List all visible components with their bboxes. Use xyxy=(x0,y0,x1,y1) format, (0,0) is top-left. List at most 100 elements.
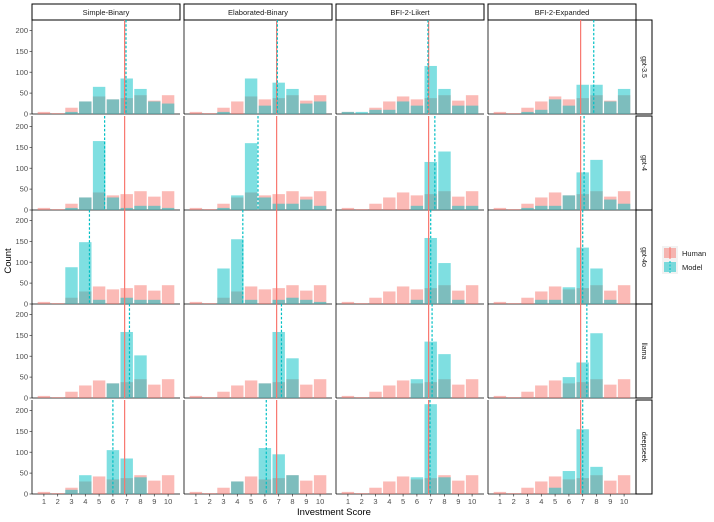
model-bar xyxy=(79,475,92,494)
model-bar xyxy=(313,101,327,114)
y-tick-label: 100 xyxy=(15,448,28,457)
x-tick-label: 4 xyxy=(83,497,87,506)
column-strip-label: BFI-2-Expanded xyxy=(535,8,590,17)
model-bar xyxy=(590,466,603,494)
model-bar xyxy=(562,195,576,210)
model-bar xyxy=(396,101,410,114)
human-bar xyxy=(51,209,64,210)
model-bar xyxy=(79,242,92,304)
human-bar xyxy=(92,476,106,494)
human-bar xyxy=(37,301,51,304)
model-bar xyxy=(617,88,631,114)
x-tick-label: 3 xyxy=(221,497,225,506)
y-tick-label: 50 xyxy=(20,185,28,194)
human-bar xyxy=(452,480,465,494)
model-bar xyxy=(106,383,120,398)
x-tick-label: 5 xyxy=(401,497,405,506)
model-bar xyxy=(452,105,465,114)
human-bar xyxy=(521,487,534,494)
model-bar xyxy=(452,299,465,304)
model-bar xyxy=(548,99,562,114)
y-tick-label: 0 xyxy=(24,394,28,403)
model-bar xyxy=(369,109,382,114)
human-bar xyxy=(341,491,355,494)
y-axis-title: Count xyxy=(3,248,14,274)
x-tick-label: 2 xyxy=(56,497,60,506)
human-bar xyxy=(120,194,133,210)
y-tick-label: 0 xyxy=(24,300,28,309)
model-bar xyxy=(465,105,479,114)
x-tick-label: 7 xyxy=(125,497,129,506)
y-tick-label: 200 xyxy=(15,406,28,415)
human-bar xyxy=(535,481,548,494)
human-bar xyxy=(341,301,355,304)
x-tick-label: 6 xyxy=(415,497,419,506)
human-bar xyxy=(535,385,548,398)
human-bar xyxy=(507,113,520,114)
x-tick-label: 5 xyxy=(97,497,101,506)
x-tick-label: 6 xyxy=(263,497,267,506)
model-bar xyxy=(65,267,78,304)
human-bar xyxy=(217,203,230,210)
human-bar xyxy=(313,475,327,494)
human-bar xyxy=(37,207,51,210)
row-strip xyxy=(635,399,653,495)
human-bar xyxy=(51,397,64,398)
human-bar xyxy=(465,285,479,304)
human-bar xyxy=(203,209,216,210)
model-bar xyxy=(383,109,396,114)
model-bar xyxy=(535,299,548,304)
human-bar xyxy=(341,207,355,210)
human-bar xyxy=(92,380,106,398)
human-bar xyxy=(244,380,258,398)
human-bar xyxy=(300,480,313,494)
model-bar xyxy=(134,205,147,210)
x-tick-label: 6 xyxy=(111,497,115,506)
y-tick-label: 50 xyxy=(20,469,28,478)
model-bar xyxy=(272,331,285,398)
human-bar xyxy=(548,192,562,210)
row-strip-label: llama xyxy=(640,343,647,360)
x-tick-label: 9 xyxy=(304,497,308,506)
human-bar xyxy=(604,480,617,494)
model-bar xyxy=(120,458,133,494)
human-bar xyxy=(51,303,64,304)
human-bar xyxy=(396,286,410,304)
human-bar xyxy=(258,289,272,304)
model-bar xyxy=(286,358,299,398)
model-bar xyxy=(134,355,147,398)
model-bar xyxy=(562,377,576,398)
human-bar xyxy=(369,203,382,210)
y-tick-label: 0 xyxy=(24,110,28,119)
row-strip xyxy=(635,19,653,115)
model-bar xyxy=(604,199,617,210)
model-bar xyxy=(410,379,424,398)
human-bar xyxy=(383,481,396,494)
x-tick-label: 9 xyxy=(152,497,156,506)
model-bar xyxy=(161,103,175,114)
human-bar xyxy=(65,107,78,114)
human-bar xyxy=(369,487,382,494)
model-bar xyxy=(313,301,327,304)
model-bar xyxy=(134,88,147,114)
x-tick-label: 2 xyxy=(208,497,212,506)
y-tick-label: 50 xyxy=(20,89,28,98)
model-bar xyxy=(341,111,355,114)
model-bar xyxy=(521,207,534,210)
y-tick-label: 50 xyxy=(20,373,28,382)
model-bar xyxy=(590,159,603,210)
model-bar xyxy=(272,203,285,210)
column-strip xyxy=(335,3,485,21)
x-tick-label: 10 xyxy=(316,497,324,506)
model-bar xyxy=(576,362,589,398)
model-bar xyxy=(300,199,313,210)
model-bar xyxy=(562,471,576,494)
model-bar xyxy=(410,105,424,114)
row-strip-label: gpt-4o xyxy=(640,247,647,267)
model-bar xyxy=(452,205,465,210)
column-strip xyxy=(487,3,637,21)
human-bar xyxy=(604,384,617,398)
model-bar xyxy=(535,205,548,210)
model-bar xyxy=(438,354,451,398)
legend-human-label: Human xyxy=(682,249,706,258)
